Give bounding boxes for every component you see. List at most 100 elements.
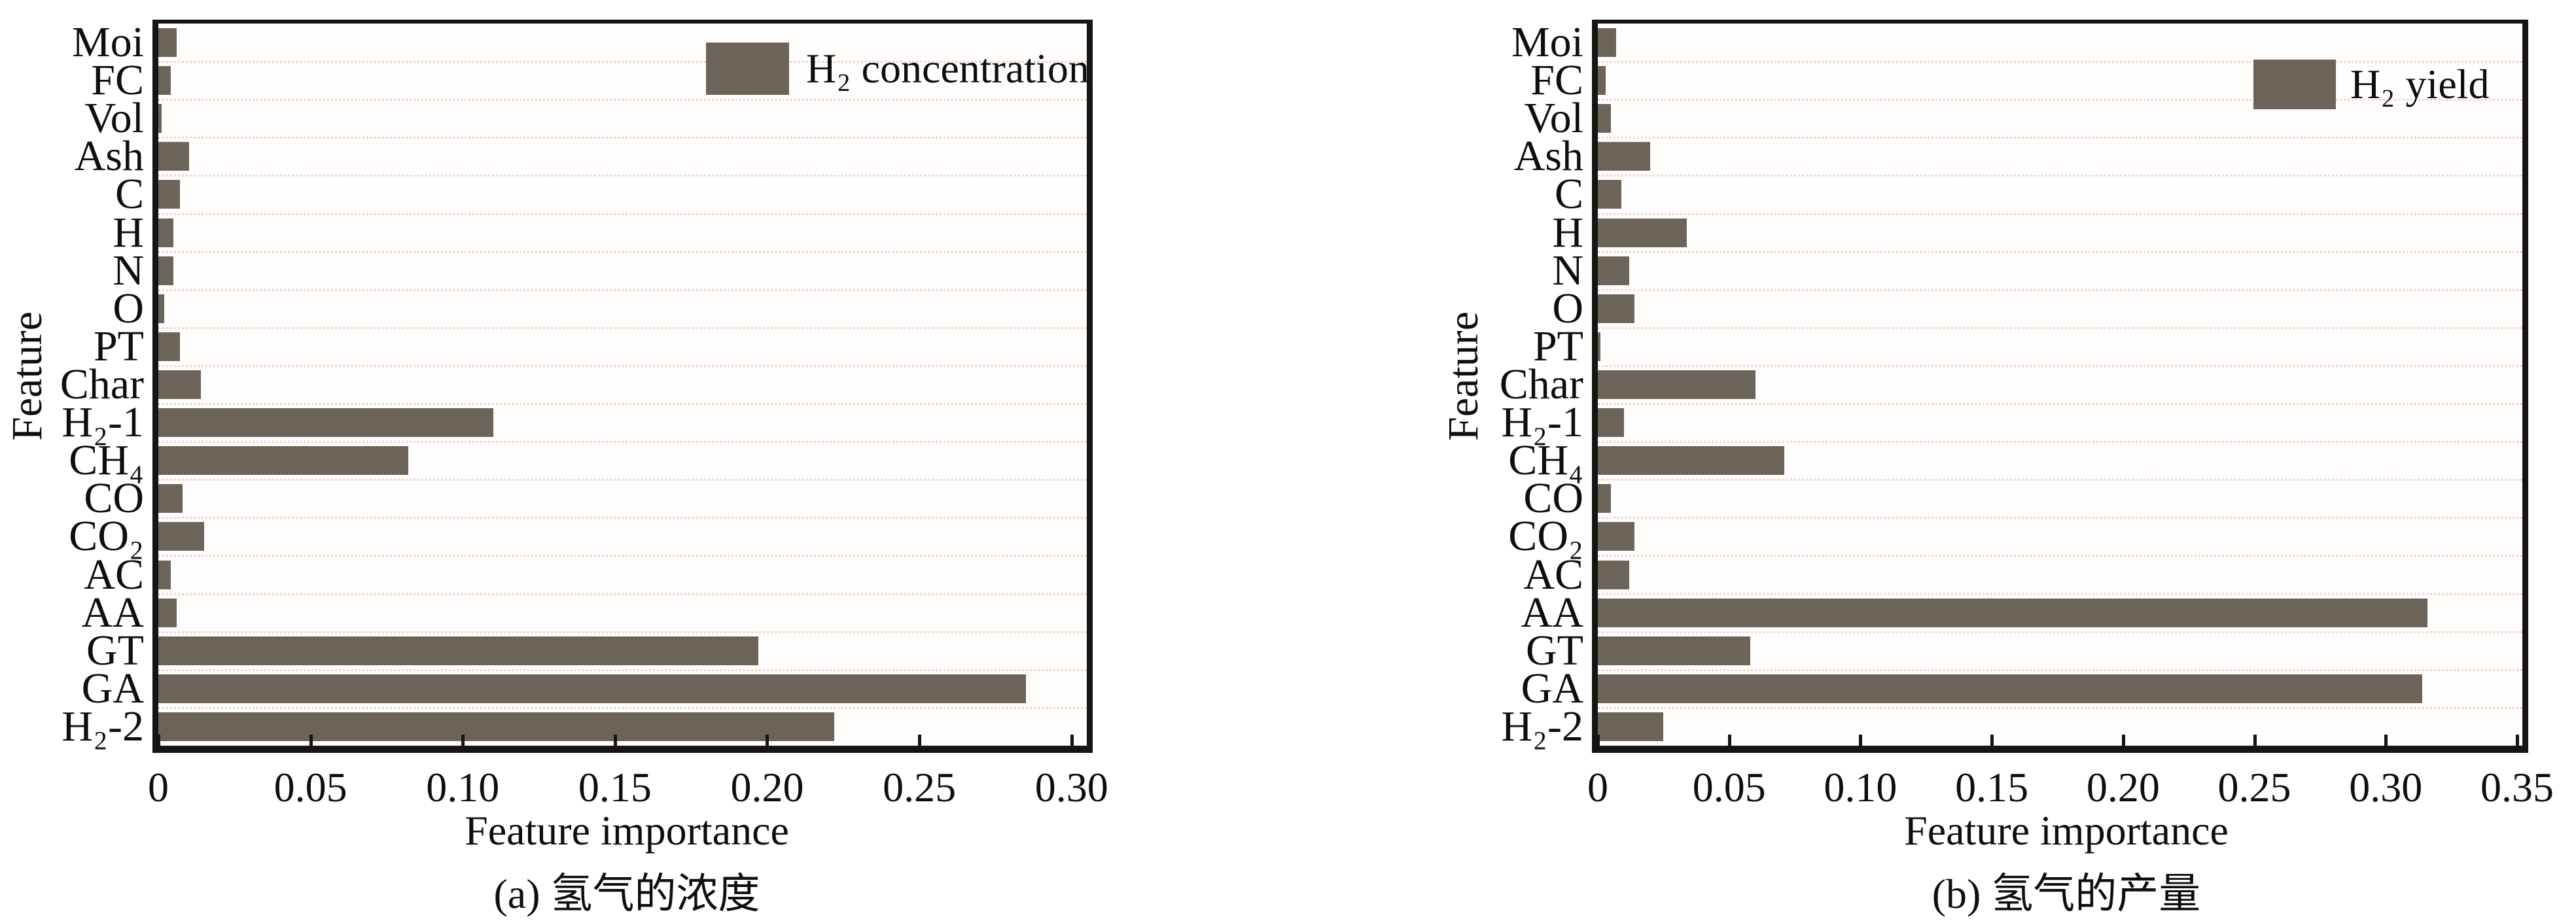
y-tick-label-FC: FC	[1530, 56, 1583, 105]
x-tick-label-0.30: 0.30	[2349, 764, 2423, 810]
y-tick-label-Ash: Ash	[74, 132, 144, 181]
gridline	[1598, 137, 2522, 139]
gridline	[1598, 61, 2522, 63]
bar-H	[158, 218, 174, 247]
gridline	[158, 364, 1087, 367]
y-tick-label-CO₂: CO₂	[69, 512, 144, 561]
gridline	[158, 326, 1087, 329]
y-tick-label-H₂-1: H₂-1	[62, 398, 144, 447]
y-tick-label-CH₄: CH₄	[69, 436, 144, 485]
y-tick-label-N: N	[113, 246, 144, 294]
x-tick-label-0.05: 0.05	[273, 764, 347, 810]
legend-swatch	[706, 43, 789, 95]
plot-area: H₂ concentration	[152, 20, 1093, 753]
bar-CH₄	[158, 446, 408, 476]
gridline	[1598, 175, 2522, 177]
x-axis-title: Feature importance	[1904, 807, 2229, 854]
x-axis-title: Feature importance	[465, 807, 789, 854]
bar-Vol	[158, 104, 162, 133]
x-tick-label-0.35: 0.35	[2480, 764, 2554, 810]
y-tick-label-Vol: Vol	[84, 94, 145, 143]
x-tick-label-0.15: 0.15	[578, 764, 652, 810]
gridline	[1598, 631, 2522, 633]
x-tick-mark	[2253, 735, 2257, 746]
gridline	[158, 251, 1087, 253]
gridline	[158, 175, 1087, 177]
x-tick-mark	[1990, 735, 1994, 746]
x-tick-mark	[2384, 735, 2388, 746]
bar-Vol	[1598, 104, 1612, 133]
bar-Moi	[158, 28, 177, 58]
bar-AC	[158, 560, 171, 589]
legend-swatch	[2253, 60, 2336, 109]
panel-caption: (b) 氢气的产量	[1932, 871, 2201, 917]
bar-Ash	[158, 142, 189, 171]
gridline	[1598, 517, 2522, 519]
x-tick-marks	[157, 24, 1087, 746]
gridline	[158, 631, 1087, 633]
bar-AA	[1598, 598, 2428, 627]
x-tick-label-0.25: 0.25	[883, 764, 957, 810]
x-tick-mark	[1070, 735, 1074, 746]
gridline	[158, 517, 1087, 519]
y-tick-label-H₂-2: H₂-2	[62, 702, 144, 750]
plot-area: H₂ yield	[1592, 20, 2528, 753]
gridline	[158, 61, 1087, 63]
bar-CO₂	[1598, 522, 1635, 551]
x-tick-mark	[613, 735, 617, 746]
y-tick-label-PT: PT	[1532, 322, 1583, 370]
y-tick-label-CO: CO	[1523, 474, 1583, 523]
gridline	[158, 288, 1087, 291]
bar-AA	[158, 598, 177, 627]
gridline	[158, 441, 1087, 443]
x-tick-label-0.10: 0.10	[1824, 764, 1897, 810]
bars	[1598, 24, 2522, 746]
bar-GA	[158, 674, 1026, 703]
y-tick-label-GT: GT	[1526, 626, 1583, 674]
y-tick-label-AC: AC	[1523, 550, 1583, 599]
y-tick-label-N: N	[1552, 246, 1583, 294]
bar-H₂-1	[158, 408, 493, 438]
x-tick-mark	[918, 735, 922, 746]
bar-Ash	[1598, 142, 1651, 171]
y-tick-label-AC: AC	[84, 550, 144, 599]
gridlines	[158, 24, 1087, 746]
bar-N	[158, 256, 174, 285]
x-tick-mark	[157, 735, 160, 746]
y-tick-label-Char: Char	[60, 360, 144, 408]
bar-PT	[1598, 332, 1600, 361]
bar-AC	[1598, 560, 1630, 589]
y-tick-label-O: O	[113, 284, 144, 332]
bar-O	[158, 294, 165, 323]
x-tick-label-0.25: 0.25	[2217, 764, 2291, 810]
bar-H	[1598, 218, 1687, 247]
gridline	[158, 669, 1087, 671]
gridline	[1598, 706, 2522, 709]
x-tick-mark	[309, 735, 313, 746]
gridline	[1598, 288, 2522, 291]
x-tick-label-0.05: 0.05	[1692, 764, 1766, 810]
legend: H₂ yield	[2253, 60, 2490, 109]
y-tick-label-FC: FC	[91, 56, 144, 105]
bar-GT	[1598, 636, 1750, 665]
gridline	[1598, 364, 2522, 367]
gridline	[158, 593, 1087, 595]
bar-H₂-2	[1598, 712, 1664, 741]
x-tick-label-0.10: 0.10	[426, 764, 500, 810]
gridline	[1598, 99, 2522, 101]
y-tick-label-Moi: Moi	[1511, 18, 1583, 67]
x-tick-label-0: 0	[1587, 764, 1608, 810]
y-tick-label-C: C	[1554, 170, 1583, 218]
gridline	[1598, 593, 2522, 595]
gridlines	[1598, 24, 2522, 746]
bar-Char	[1598, 370, 1756, 399]
y-tick-label-O: O	[1552, 284, 1583, 332]
y-tick-label-Ash: Ash	[1513, 132, 1583, 181]
gridline	[1598, 403, 2522, 406]
gridline	[1598, 326, 2522, 329]
gridline	[1598, 251, 2522, 253]
y-tick-label-Vol: Vol	[1524, 94, 1584, 143]
bar-PT	[158, 332, 180, 361]
x-tick-label-0.20: 0.20	[2086, 764, 2160, 810]
bar-CO₂	[158, 522, 204, 551]
